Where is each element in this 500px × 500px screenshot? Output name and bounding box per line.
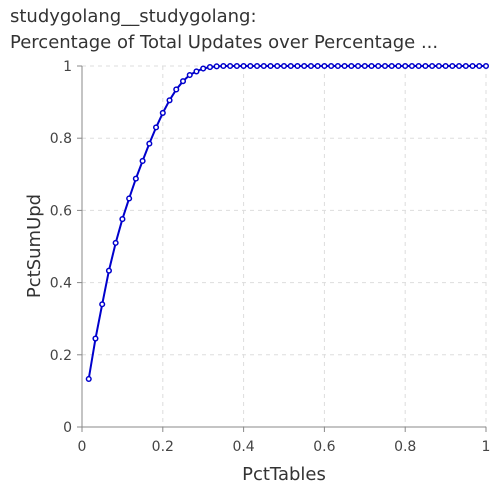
- y-tick-label: 0.4: [50, 276, 72, 292]
- tick-labels: 0 0.2 0.4 0.6 0.8 1 0 0.2 0.4 0.6 0.8 1: [50, 59, 491, 455]
- data-point: [402, 62, 409, 70]
- y-axis-title: PctSumUpd: [24, 194, 45, 298]
- data-point: [193, 68, 200, 75]
- data-point: [233, 62, 240, 70]
- data-point: [132, 175, 139, 182]
- data-point: [146, 140, 153, 147]
- data-point: [435, 62, 442, 70]
- data-point: [422, 62, 429, 70]
- data-point: [314, 62, 321, 70]
- data-point: [368, 62, 375, 70]
- x-tick-label: 0: [78, 439, 87, 455]
- data-point: [179, 78, 187, 85]
- data-point: [328, 62, 335, 70]
- x-tick-label: 1: [482, 439, 491, 455]
- data-point: [166, 97, 173, 104]
- data-point: [274, 62, 281, 70]
- data-point: [267, 62, 274, 70]
- data-point: [321, 62, 328, 70]
- data-point: [119, 216, 126, 223]
- y-tick-label: 0.8: [50, 131, 72, 147]
- y-tick-label: 0.6: [50, 203, 72, 219]
- data-point: [206, 64, 213, 71]
- data-point: [388, 62, 395, 70]
- data-point: [348, 62, 355, 70]
- data-point: [456, 62, 463, 70]
- data-point: [126, 195, 133, 202]
- x-tick-label: 0.2: [152, 439, 174, 455]
- data-point: [307, 62, 314, 70]
- data-point: [159, 109, 166, 116]
- data-point: [227, 62, 234, 70]
- x-tick-label: 0.6: [313, 439, 335, 455]
- data-point: [92, 335, 99, 342]
- data-point: [213, 63, 220, 70]
- y-tick-label: 0.2: [50, 348, 72, 364]
- x-axis-title: PctTables: [242, 464, 326, 485]
- data-point: [139, 157, 146, 164]
- x-tick-label: 0.4: [232, 439, 254, 455]
- axes: [77, 65, 487, 432]
- data-point: [449, 62, 456, 70]
- data-point: [429, 62, 436, 70]
- data-point: [375, 62, 382, 70]
- data-point: [280, 62, 288, 70]
- data-point: [355, 62, 362, 70]
- data-point: [469, 62, 476, 70]
- data-point: [260, 62, 267, 70]
- y-tick-label: 0: [63, 420, 72, 436]
- plot-area: [85, 62, 490, 383]
- data-point: [415, 62, 422, 70]
- data-point: [186, 71, 193, 79]
- data-point: [112, 239, 119, 246]
- data-point: [247, 62, 254, 70]
- data-point: [240, 62, 247, 70]
- data-point: [287, 62, 294, 70]
- data-point: [408, 62, 415, 70]
- data-point: [105, 267, 112, 274]
- data-point: [200, 65, 207, 72]
- data-point: [301, 62, 308, 70]
- data-point: [85, 375, 92, 383]
- y-tick-label: 1: [63, 59, 72, 75]
- data-point: [294, 62, 301, 70]
- data-point: [482, 62, 490, 70]
- data-point: [462, 62, 469, 70]
- data-point: [395, 62, 402, 70]
- chart-title-line-1: studygolang__studygolang:: [10, 6, 257, 27]
- data-point: [381, 62, 389, 70]
- data-point: [254, 62, 261, 70]
- data-point: [341, 62, 348, 70]
- data-point: [476, 62, 483, 70]
- grid: [81, 65, 487, 428]
- chart-title-line-2: Percentage of Total Updates over Percent…: [10, 32, 439, 53]
- series-line: [87, 65, 486, 380]
- data-point: [153, 124, 160, 131]
- data-point: [220, 62, 227, 70]
- data-point: [334, 62, 341, 70]
- x-tick-label: 0.8: [394, 439, 416, 455]
- data-point: [99, 301, 106, 308]
- data-point: [173, 86, 180, 93]
- data-point: [361, 62, 368, 70]
- data-point: [442, 62, 449, 70]
